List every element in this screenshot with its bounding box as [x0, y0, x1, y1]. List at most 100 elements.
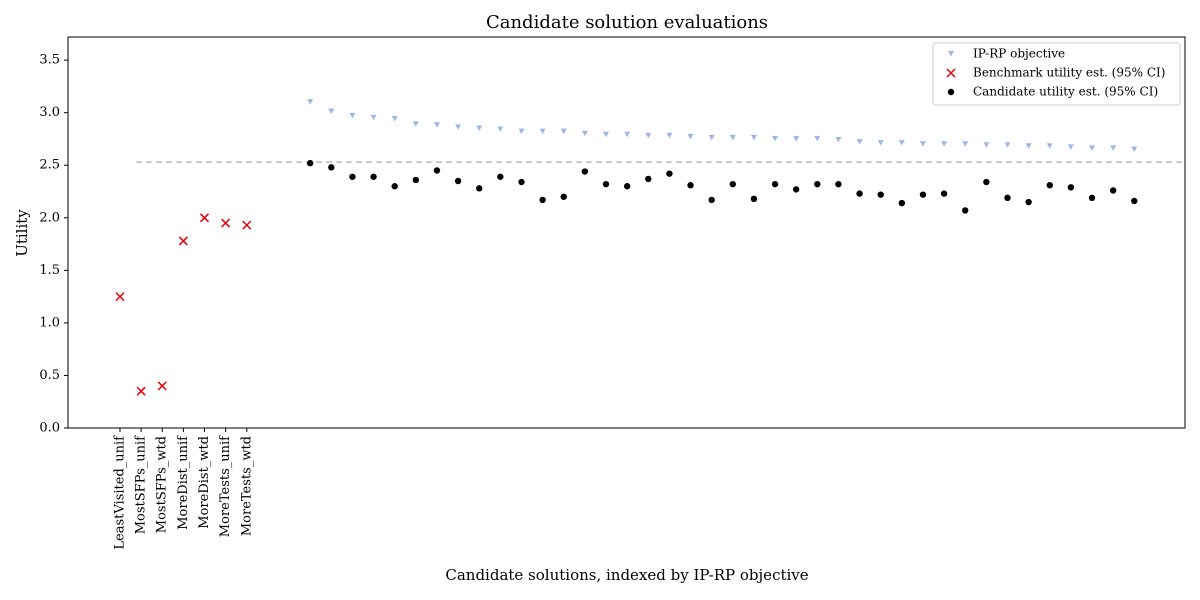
point — [645, 175, 652, 183]
point — [497, 126, 504, 132]
point — [750, 134, 757, 141]
point — [1089, 145, 1096, 151]
point — [1046, 143, 1053, 149]
point — [391, 115, 398, 122]
point — [898, 140, 905, 146]
y-tick-label: 2.5 — [39, 158, 60, 173]
y-axis-label: Utility — [13, 209, 31, 257]
point — [518, 178, 525, 186]
point — [814, 135, 821, 142]
point — [242, 220, 252, 230]
plot-frame — [67, 36, 1186, 429]
point — [898, 199, 906, 207]
point — [708, 134, 715, 141]
legend-label: Benchmark utility est. (95% CI) — [973, 66, 1165, 80]
point — [983, 178, 990, 186]
point — [1109, 187, 1117, 194]
point — [687, 133, 694, 140]
legend-label: IP-RP objective — [973, 47, 1065, 61]
chart-title: Candidate solution evaluations — [486, 12, 768, 33]
point — [1131, 197, 1138, 205]
point — [455, 124, 462, 130]
x-tick-label: MoreDist_unif — [176, 435, 191, 530]
point — [814, 180, 821, 188]
point — [666, 170, 673, 177]
point — [454, 177, 462, 185]
point — [983, 142, 990, 148]
point — [624, 131, 631, 138]
point — [771, 180, 779, 188]
y-tick-label: 2.0 — [39, 210, 60, 225]
y-tick-label: 0.5 — [39, 368, 60, 383]
x-stroke — [136, 386, 146, 396]
point — [412, 176, 420, 184]
point — [793, 135, 800, 142]
point — [178, 236, 188, 246]
point — [729, 134, 736, 141]
point — [306, 159, 314, 167]
point — [856, 190, 863, 197]
x-tick-label: MoreTests_unif — [218, 435, 233, 537]
point — [391, 183, 398, 190]
point — [370, 114, 377, 121]
y-tick-label: 1.5 — [39, 263, 60, 278]
point — [497, 173, 504, 180]
point — [919, 141, 926, 147]
x-stroke — [242, 220, 252, 230]
point — [645, 132, 652, 139]
point — [1067, 144, 1074, 150]
point — [1025, 198, 1032, 206]
point — [518, 128, 525, 135]
point — [581, 168, 589, 175]
point — [941, 141, 948, 147]
point — [962, 141, 969, 147]
point — [1067, 184, 1075, 191]
x-tick-label: MostSFPs_wtd — [155, 436, 170, 533]
x-tick-label: MoreTests_wtd — [239, 436, 254, 536]
legend-label: Candidate utility est. (95% CI) — [973, 85, 1158, 99]
point — [476, 125, 483, 131]
point — [221, 218, 231, 228]
point — [602, 180, 610, 188]
point — [349, 173, 356, 180]
y-tick-label: 3.5 — [39, 53, 60, 68]
x-stroke — [221, 218, 231, 228]
point — [729, 180, 736, 188]
point — [750, 195, 758, 203]
point — [157, 381, 167, 391]
point — [666, 132, 673, 139]
point — [560, 193, 567, 200]
x-stroke — [178, 236, 188, 246]
point — [708, 196, 715, 204]
point — [136, 386, 146, 396]
point — [307, 99, 314, 105]
x-axis-label: Candidate solutions, indexed by IP-RP ob… — [445, 566, 808, 584]
point — [539, 196, 546, 204]
point — [792, 186, 800, 193]
x-stroke — [199, 213, 210, 223]
point — [199, 213, 210, 223]
point — [433, 122, 440, 128]
point — [370, 173, 377, 180]
point — [1131, 146, 1138, 152]
point — [560, 128, 567, 135]
x-stroke — [115, 292, 125, 302]
point — [962, 207, 969, 214]
point — [623, 183, 631, 190]
y-tick-label: 0.0 — [39, 421, 60, 436]
point — [433, 167, 441, 174]
point — [1025, 143, 1032, 149]
point — [1110, 145, 1117, 151]
point — [115, 292, 125, 302]
x-tick-label: MoreDist_wtd — [197, 436, 212, 529]
point — [328, 164, 335, 171]
point — [835, 137, 842, 143]
point — [412, 121, 419, 127]
x-stroke — [946, 68, 956, 78]
point — [349, 112, 356, 119]
x-stroke — [157, 381, 167, 391]
point — [877, 191, 884, 198]
point — [772, 135, 779, 142]
point — [856, 139, 863, 145]
